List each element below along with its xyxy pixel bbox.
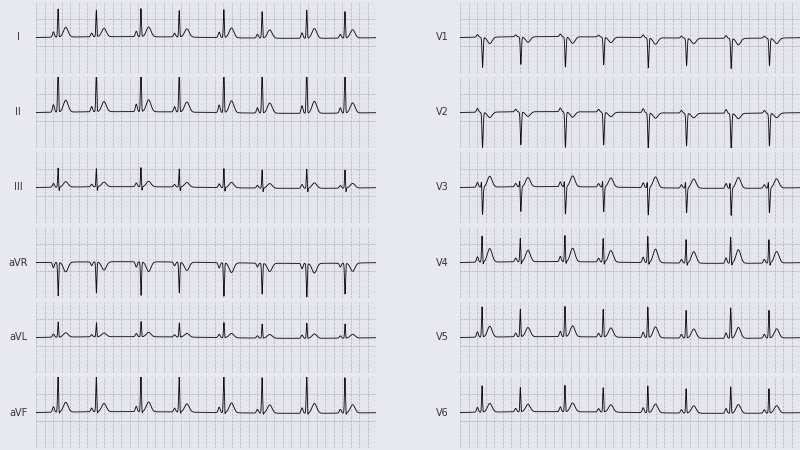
Text: I: I [17,32,19,42]
Text: aVR: aVR [8,257,28,267]
Text: III: III [14,183,22,193]
Text: V5: V5 [435,333,449,342]
Text: aVF: aVF [9,408,27,418]
Text: V2: V2 [435,108,449,117]
Text: II: II [15,108,21,117]
Text: V1: V1 [436,32,448,42]
Text: V6: V6 [436,408,448,418]
Text: V4: V4 [436,257,448,267]
Text: aVL: aVL [9,333,27,342]
Text: V3: V3 [436,183,448,193]
